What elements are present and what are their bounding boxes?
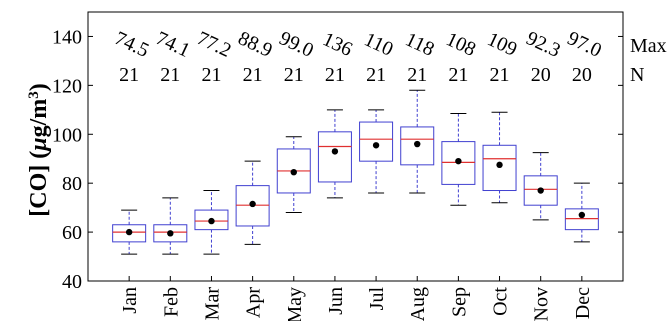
y-axis-label-exp: 3 (26, 91, 42, 99)
n-value-label: 21 (490, 64, 510, 86)
max-value-label: 108 (443, 28, 479, 61)
x-tick-label: Feb (160, 287, 182, 317)
max-value-label: 118 (402, 28, 438, 60)
max-row-label: Max (630, 35, 667, 57)
n-value-label: 21 (448, 64, 468, 86)
mean-marker (414, 140, 421, 148)
mean-marker (455, 157, 462, 165)
max-value-label: 74.5 (111, 27, 152, 62)
box-jun (317, 109, 352, 199)
x-tick-label: Sep (448, 287, 470, 317)
mean-marker (290, 168, 297, 176)
max-value-label: 92.3 (523, 27, 564, 62)
y-axis-label-mu: μ (26, 137, 52, 152)
y-axis-label-unit: g/m (26, 99, 52, 138)
iqr-box (112, 224, 147, 243)
n-row-label: N (630, 64, 644, 86)
box-apr (235, 160, 270, 245)
max-value-label: 88.9 (235, 27, 276, 62)
x-tick-label: Jun (325, 287, 347, 315)
y-tick-label: 120 (52, 75, 82, 97)
max-value-label: 109 (484, 28, 520, 61)
iqr-box (400, 126, 435, 166)
y-tick-label: 80 (62, 173, 82, 195)
y-axis-label-suffix: ) (26, 83, 52, 91)
x-tick-label: Oct (490, 287, 512, 316)
iqr-box (194, 209, 229, 231)
x-tick-label: Apr (243, 287, 265, 318)
box-may (276, 136, 311, 214)
mean-marker (537, 187, 544, 194)
y-tick-label: 140 (52, 26, 82, 48)
mean-marker (125, 228, 133, 236)
n-value-label: 20 (531, 64, 551, 86)
iqr-box (441, 141, 476, 185)
n-value-label: 21 (243, 64, 263, 86)
box-jul (359, 109, 394, 194)
max-value-label: 136 (319, 28, 355, 61)
box-mar (194, 190, 229, 255)
y-tick-label: 100 (52, 124, 82, 146)
box-aug (400, 89, 435, 194)
box-sep (441, 112, 476, 206)
box-feb (153, 197, 188, 255)
n-value-label: 21 (407, 64, 427, 86)
max-value-label: 74.1 (152, 27, 193, 62)
x-tick-label: Nov (531, 287, 553, 321)
mean-marker (496, 161, 503, 169)
mean-marker (208, 217, 215, 225)
n-value-label: 21 (325, 64, 345, 86)
x-tick-label: Aug (407, 287, 429, 321)
box-dec (564, 182, 599, 243)
x-tick-label: Mar (201, 287, 223, 321)
box-oct (482, 111, 517, 204)
y-axis-label: [CO] (μg/m3) (26, 83, 52, 217)
mean-marker (249, 200, 256, 208)
box-jan (112, 209, 147, 255)
max-value-label: 97.0 (564, 27, 605, 62)
iqr-box (564, 208, 599, 231)
x-tick-label: May (284, 287, 306, 321)
y-tick-label: 40 (62, 271, 82, 293)
max-value-label: 99.0 (276, 27, 317, 62)
mean-marker (578, 211, 586, 219)
max-value-label: 77.2 (193, 27, 234, 62)
n-value-label: 21 (366, 64, 386, 86)
n-value-label: 21 (201, 64, 221, 86)
n-value-label: 21 (119, 64, 139, 86)
n-value-label: 20 (572, 64, 592, 86)
n-value-label: 21 (160, 64, 180, 86)
mean-marker (372, 142, 380, 149)
box-nov (523, 152, 558, 221)
iqr-box (235, 185, 270, 227)
max-value-label: 110 (361, 28, 397, 60)
mean-marker (331, 148, 339, 155)
iqr-box (359, 121, 394, 162)
iqr-box (317, 131, 352, 183)
x-tick-label: Jul (366, 287, 388, 311)
y-tick-label: 60 (62, 222, 82, 244)
iqr-box (523, 175, 558, 206)
iqr-box (153, 224, 188, 243)
n-value-label: 21 (284, 64, 304, 86)
mean-marker (167, 230, 174, 237)
plot-frame (87, 11, 624, 282)
y-axis-label-prefix: [CO] ( (26, 151, 52, 217)
x-tick-label: Jan (119, 287, 141, 314)
iqr-box (482, 144, 517, 192)
x-tick-label: Dec (572, 287, 594, 319)
